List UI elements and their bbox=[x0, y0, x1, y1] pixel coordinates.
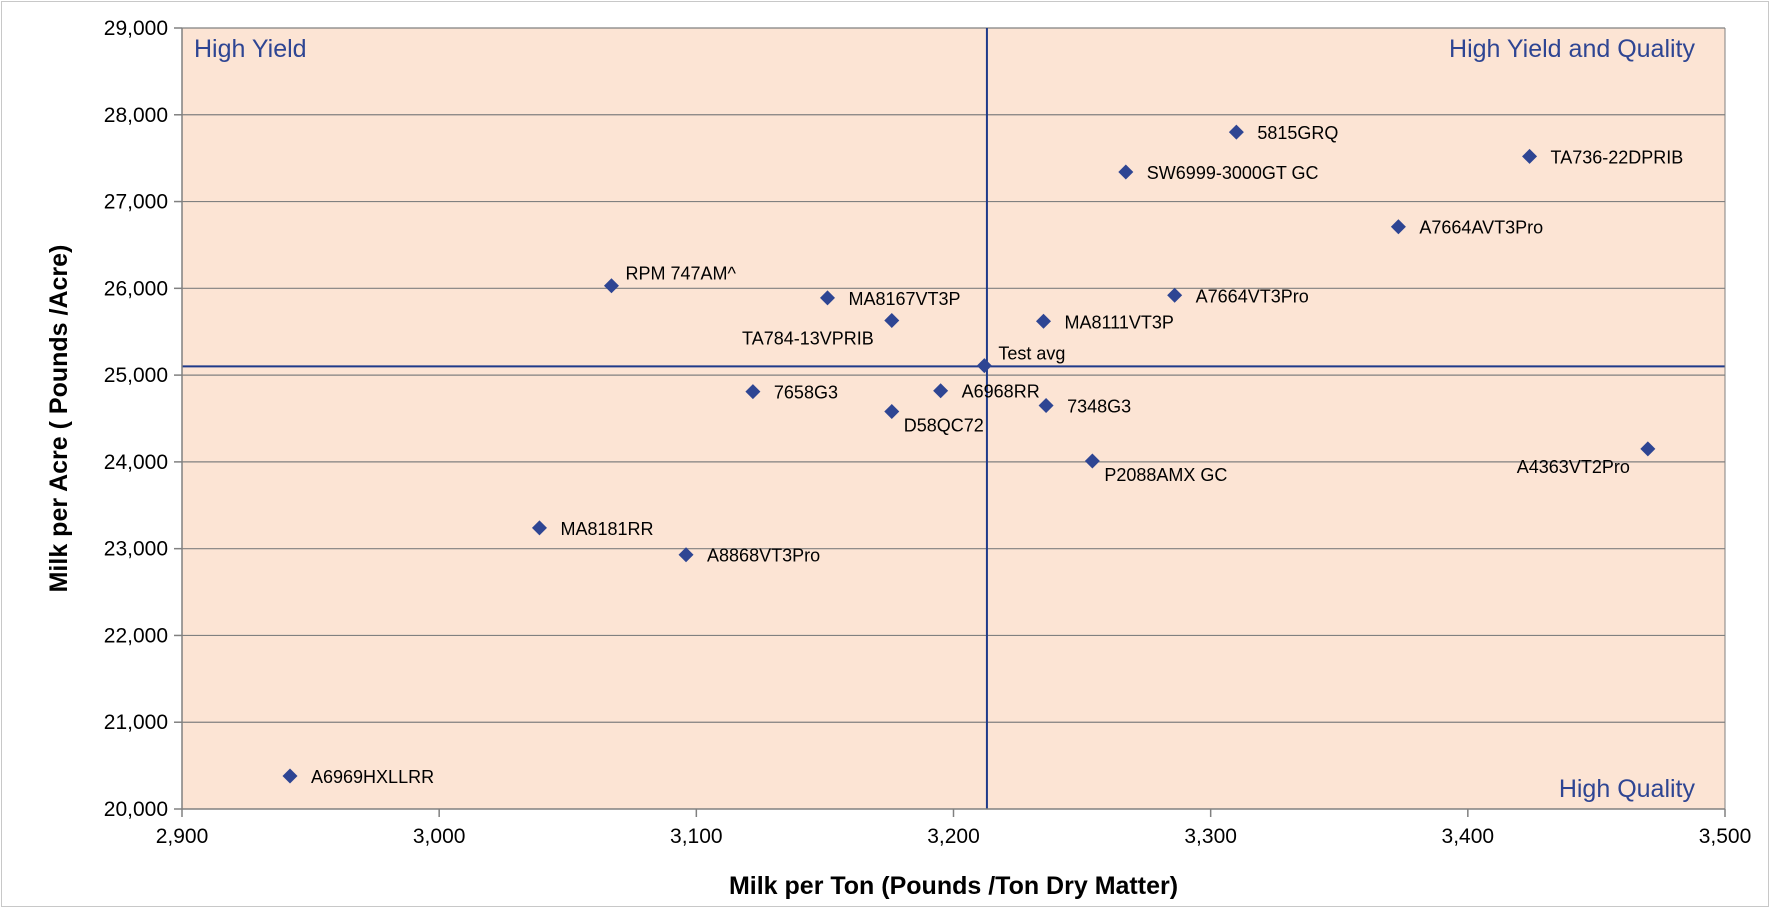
data-label: Test avg bbox=[998, 344, 1065, 364]
y-axis-title: Milk per Acre ( Pounds /Acre) bbox=[45, 245, 73, 593]
data-point bbox=[884, 404, 900, 420]
data-label: TA784-13VPRIB bbox=[742, 328, 874, 348]
data-label: MA8111VT3P bbox=[1065, 312, 1174, 332]
data-label: P2088AMX GC bbox=[1104, 465, 1227, 485]
y-tick-label: 29,000 bbox=[104, 17, 168, 40]
data-point bbox=[819, 290, 835, 306]
quadrant-label: High Yield bbox=[194, 35, 307, 63]
data-label: A6968RR bbox=[962, 382, 1040, 402]
axes bbox=[174, 27, 1726, 817]
data-label: SW6999-3000GT GC bbox=[1147, 163, 1319, 183]
y-tick-label: 26,000 bbox=[104, 277, 168, 300]
point-labels: 5815GRQ TA736-22DPRIB SW6999-3000GT GC A766… bbox=[311, 123, 1683, 787]
gridlines bbox=[182, 27, 1725, 723]
y-tick-label: 20,000 bbox=[104, 798, 168, 821]
data-point bbox=[1084, 453, 1100, 469]
x-tick-label: 3,300 bbox=[1184, 825, 1237, 848]
data-point bbox=[933, 383, 949, 399]
data-point bbox=[1228, 124, 1244, 140]
data-label: A8868VT3Pro bbox=[707, 546, 820, 566]
x-tick-label: 2,900 bbox=[156, 825, 209, 848]
data-points bbox=[282, 124, 1656, 784]
x-tick-label: 3,100 bbox=[670, 825, 723, 848]
data-point bbox=[976, 358, 992, 374]
reference-lines bbox=[182, 28, 1725, 809]
data-point bbox=[745, 384, 761, 400]
data-label: D58QC72 bbox=[904, 416, 984, 436]
y-tick-label: 28,000 bbox=[104, 104, 168, 127]
plot-area bbox=[182, 28, 1725, 809]
data-point bbox=[1522, 148, 1538, 164]
data-label: A6969HXLLRR bbox=[311, 767, 434, 787]
data-point bbox=[531, 520, 547, 536]
data-label: MA8181RR bbox=[560, 519, 653, 539]
data-point bbox=[1038, 397, 1054, 413]
data-label: A4363VT2Pro bbox=[1517, 457, 1630, 477]
data-point bbox=[884, 312, 900, 328]
tick-labels: 20,000 21,000 22,000 23,000 24,000 25,000 26,0… bbox=[104, 17, 1752, 848]
data-point bbox=[1118, 164, 1134, 180]
x-tick-label: 3,500 bbox=[1699, 825, 1752, 848]
quadrant-label: High Yield and Quality bbox=[1449, 35, 1695, 63]
y-tick-label: 22,000 bbox=[104, 624, 168, 647]
data-point bbox=[603, 278, 619, 294]
data-label: A7664AVT3Pro bbox=[1419, 218, 1543, 238]
x-tick-label: 3,400 bbox=[1442, 825, 1495, 848]
data-label: RPM 747AM^ bbox=[625, 264, 736, 284]
data-label: 7658G3 bbox=[774, 383, 838, 403]
data-point bbox=[282, 768, 298, 784]
data-point bbox=[1390, 219, 1406, 235]
y-tick-label: 21,000 bbox=[104, 711, 168, 734]
data-point bbox=[1640, 441, 1656, 457]
y-tick-label: 23,000 bbox=[104, 538, 168, 561]
y-tick-label: 27,000 bbox=[104, 191, 168, 214]
quadrant-labels: High Yield High Yield and Quality High Qua… bbox=[194, 35, 1695, 803]
data-point bbox=[1167, 287, 1183, 303]
data-label: 5815GRQ bbox=[1257, 123, 1338, 143]
data-label: MA8167VT3P bbox=[848, 289, 960, 309]
data-label: TA736-22DPRIB bbox=[1551, 147, 1684, 167]
quadrant-label: High Quality bbox=[1559, 775, 1696, 803]
x-tick-label: 3,000 bbox=[413, 825, 466, 848]
y-tick-label: 24,000 bbox=[104, 451, 168, 474]
data-point bbox=[1036, 313, 1052, 329]
data-label: 7348G3 bbox=[1067, 396, 1131, 416]
x-tick-label: 3,200 bbox=[927, 825, 980, 848]
y-tick-label: 25,000 bbox=[104, 364, 168, 387]
data-point bbox=[678, 547, 694, 563]
data-label: A7664VT3Pro bbox=[1196, 286, 1309, 306]
x-axis-title: Milk per Ton (Pounds /Ton Dry Matter) bbox=[729, 872, 1178, 900]
